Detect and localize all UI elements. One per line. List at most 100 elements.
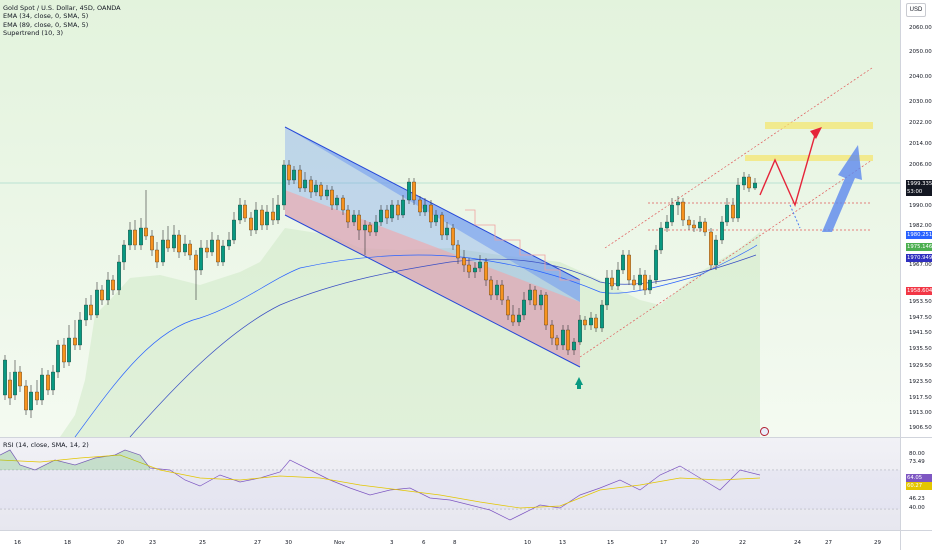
rsi-pane-bg bbox=[0, 438, 900, 530]
candle-body bbox=[654, 249, 658, 281]
candle-body bbox=[335, 197, 339, 206]
candle-body bbox=[550, 324, 554, 339]
time-axis-label: 25 bbox=[199, 540, 206, 546]
candle-body bbox=[648, 279, 652, 291]
time-axis-label: 27 bbox=[254, 540, 261, 546]
candle-body bbox=[390, 204, 394, 219]
candle-body bbox=[610, 277, 614, 287]
time-axis-label: 24 bbox=[794, 540, 801, 546]
symbol-title[interactable]: Gold Spot / U.S. Dollar, 45D, OANDA bbox=[3, 4, 121, 12]
up-channel-low bbox=[579, 159, 873, 358]
time-axis-label: 18 bbox=[64, 540, 71, 546]
candle-body bbox=[122, 244, 126, 263]
time-axis-label: 17 bbox=[660, 540, 667, 546]
candle-body bbox=[166, 239, 170, 249]
candle-body bbox=[714, 239, 718, 266]
time-axis-label: 29 bbox=[874, 540, 881, 546]
candle-body bbox=[621, 254, 625, 271]
candle-body bbox=[35, 391, 39, 401]
rsi-line bbox=[0, 449, 761, 521]
candle-body bbox=[572, 341, 576, 351]
candle-body bbox=[385, 209, 389, 219]
rsi-sma-line bbox=[0, 454, 761, 509]
candle-body bbox=[506, 299, 510, 316]
candle-body bbox=[287, 164, 291, 181]
price-axis-label: 1953.500 bbox=[909, 299, 932, 305]
candle-body bbox=[456, 244, 460, 259]
candle-body bbox=[555, 337, 559, 346]
candle-body bbox=[67, 337, 71, 363]
candle-body bbox=[368, 224, 372, 233]
candle-body bbox=[589, 317, 593, 326]
candle-body bbox=[473, 267, 477, 273]
price-tag: 1958.604 bbox=[906, 287, 932, 295]
supertrend-legend[interactable]: Supertrend (10, 3) bbox=[3, 29, 64, 38]
candle-body bbox=[24, 385, 28, 411]
candle-body bbox=[467, 264, 471, 273]
candle-body bbox=[144, 227, 148, 237]
currency-button[interactable]: USD bbox=[906, 3, 926, 17]
candle-body bbox=[95, 289, 99, 316]
candle-body bbox=[681, 201, 685, 221]
ema-89-line bbox=[129, 254, 757, 438]
candle-body bbox=[698, 221, 702, 229]
candle-body bbox=[265, 211, 269, 226]
candle-body bbox=[489, 279, 493, 296]
candle-body bbox=[434, 214, 438, 223]
ema-34-legend[interactable]: EMA (34, close, 0, SMA, 5) bbox=[3, 12, 89, 21]
time-axis-label: 20 bbox=[692, 540, 699, 546]
price-axis-label: 1990.000 bbox=[909, 203, 932, 209]
candle-body bbox=[319, 184, 323, 197]
candle-body bbox=[117, 261, 121, 291]
candle-body bbox=[632, 279, 636, 286]
candle-body bbox=[100, 289, 104, 301]
candle-body bbox=[133, 229, 137, 246]
candle-body bbox=[78, 319, 82, 346]
ema-89-legend[interactable]: EMA (89, close, 0, SMA, 5) bbox=[3, 20, 89, 29]
time-axis-label: 3 bbox=[390, 540, 394, 546]
candle-body bbox=[687, 219, 691, 226]
candle-body bbox=[18, 371, 22, 387]
channel-bottom-line bbox=[284, 214, 581, 368]
candle-body bbox=[665, 221, 669, 229]
rsi-legend[interactable]: RSI (14, close, SMA, 14, 2) bbox=[3, 441, 89, 449]
candle-body bbox=[379, 209, 383, 223]
rsi-axis-label: 46.23 bbox=[909, 496, 925, 502]
channel-top-line bbox=[284, 126, 581, 281]
candle-body bbox=[249, 217, 253, 231]
candle-body bbox=[139, 227, 143, 246]
candle-body bbox=[578, 319, 582, 343]
price-axis-label: 2030.000 bbox=[909, 99, 932, 105]
price-axis-label: 1913.000 bbox=[909, 410, 932, 416]
candle-body bbox=[676, 201, 680, 206]
candle-body bbox=[583, 319, 587, 326]
candle-body bbox=[692, 224, 696, 229]
candle-body bbox=[260, 209, 264, 226]
candle-body bbox=[703, 221, 707, 233]
candle-body bbox=[600, 304, 604, 329]
rsi-tag: 60.27 bbox=[906, 482, 932, 490]
rsi-tag: 64.05 bbox=[906, 474, 932, 482]
candle-body bbox=[51, 371, 55, 391]
candle-body bbox=[495, 284, 499, 296]
candle-body bbox=[396, 204, 400, 216]
candle-body bbox=[210, 239, 214, 253]
candle-body bbox=[314, 184, 318, 193]
candle-body bbox=[271, 211, 275, 221]
price-axis-label: 2022.000 bbox=[909, 120, 932, 126]
candle-body bbox=[357, 214, 361, 231]
candle-body bbox=[731, 204, 735, 219]
candle-body bbox=[747, 176, 751, 189]
candle-body bbox=[177, 234, 181, 253]
projection-blue-arrow bbox=[822, 145, 862, 232]
price-axis-label: 2040.000 bbox=[909, 74, 932, 80]
candle-body bbox=[238, 204, 242, 221]
us-flag-event-icon[interactable] bbox=[760, 427, 769, 436]
candle-body bbox=[561, 329, 565, 346]
candle-body bbox=[13, 371, 17, 396]
candle-body bbox=[161, 239, 165, 263]
price-axis-label: 1935.500 bbox=[909, 346, 932, 352]
candle-body bbox=[522, 299, 526, 316]
rsi-overbought-fill bbox=[0, 450, 150, 470]
